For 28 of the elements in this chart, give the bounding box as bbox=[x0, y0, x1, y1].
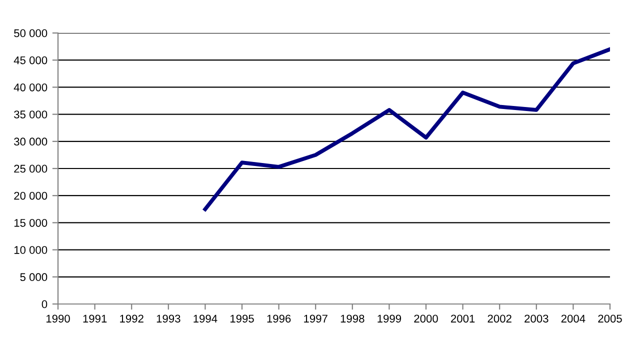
x-tick-label: 1993 bbox=[156, 314, 180, 323]
y-tick-label: 5 000 bbox=[20, 273, 48, 282]
x-tick-label: 1990 bbox=[46, 314, 70, 323]
y-tick-label: 25 000 bbox=[14, 164, 48, 173]
y-tick-label: 20 000 bbox=[14, 192, 48, 200]
y-tick-label: 50 000 bbox=[14, 29, 48, 38]
x-tick-label: 2001 bbox=[451, 314, 475, 323]
x-tick-label: 1996 bbox=[267, 314, 291, 323]
y-tick-label: 35 000 bbox=[14, 110, 48, 118]
x-tick-label: 2002 bbox=[488, 314, 512, 323]
x-tick-label: 1994 bbox=[194, 314, 218, 323]
y-tick-label: 30 000 bbox=[14, 138, 48, 146]
y-tick-label: 45 000 bbox=[14, 56, 48, 64]
y-tick-label: 10 000 bbox=[14, 246, 48, 254]
x-tick-label: 1992 bbox=[120, 314, 144, 323]
x-tick-label: 2004 bbox=[561, 314, 586, 323]
x-tick-label: 1998 bbox=[340, 314, 364, 323]
x-tick-label: 2000 bbox=[414, 314, 438, 323]
x-tick-label: 1999 bbox=[378, 314, 402, 323]
x-tick-label: 2005 bbox=[598, 314, 622, 323]
y-tick-label: 15 000 bbox=[14, 218, 48, 227]
y-tick-label: 0 bbox=[42, 300, 48, 308]
y-tick-label: 40 000 bbox=[14, 83, 48, 92]
x-tick-label: 1997 bbox=[304, 314, 328, 323]
x-tick-label: 1995 bbox=[230, 314, 254, 323]
x-tick-label: 1991 bbox=[83, 314, 107, 323]
line-series bbox=[203, 47, 610, 212]
x-tick-label: 2003 bbox=[524, 314, 548, 323]
